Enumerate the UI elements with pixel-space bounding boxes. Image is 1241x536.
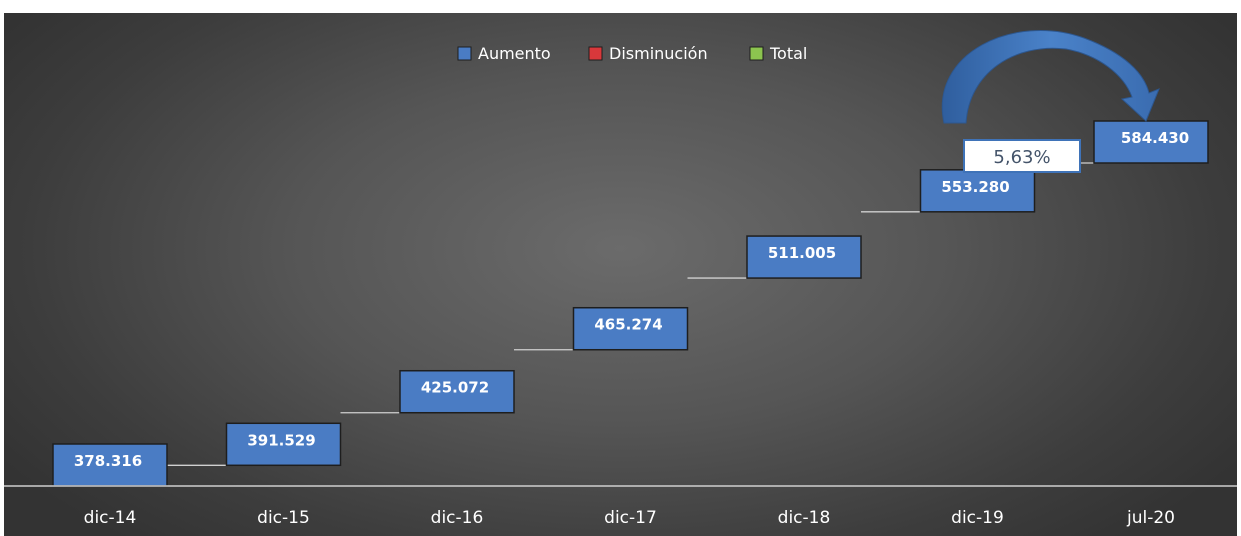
legend-label: Disminución bbox=[609, 44, 708, 63]
bar-dic-18 bbox=[746, 235, 862, 279]
curved-arrow-icon bbox=[941, 30, 1160, 124]
x-tick-label: jul-20 bbox=[1126, 508, 1175, 528]
bar-dic-17 bbox=[572, 306, 689, 351]
x-tick-label: dic-16 bbox=[431, 508, 484, 528]
legend-swatch bbox=[749, 46, 764, 61]
legend-swatch bbox=[457, 46, 472, 61]
callout-percentage: 5,63% bbox=[993, 147, 1050, 168]
callout-box bbox=[963, 139, 1081, 173]
bar-value-label: 391.529 bbox=[247, 431, 315, 449]
bar-value-label: 511.005 bbox=[768, 244, 836, 262]
x-axis-tick-labels: dic-14 dic-15 dic-16 dic-17 dic-18 dic-19 jul-… bbox=[84, 508, 1175, 528]
x-tick-label: dic-14 bbox=[84, 508, 137, 528]
bar-dic-16 bbox=[399, 369, 515, 414]
legend-label: Total bbox=[769, 44, 807, 63]
waterfall-chart: Aumento Disminución Total 378.316 391.529 42… bbox=[4, 13, 1237, 536]
bar-dic-15 bbox=[225, 422, 342, 467]
bar-value-label: 425.072 bbox=[421, 379, 489, 397]
bar-jul-20 bbox=[1093, 120, 1209, 164]
legend-label: Aumento bbox=[478, 44, 551, 63]
x-tick-label: dic-17 bbox=[604, 508, 657, 528]
chart-canvas: Aumento Disminución Total 378.316 391.529 42… bbox=[4, 30, 1237, 528]
bars: 378.316 391.529 425.072 465.274 511.005 553.2… bbox=[52, 120, 1209, 487]
bar-value-label: 465.274 bbox=[594, 316, 662, 334]
legend-swatch bbox=[588, 46, 603, 61]
bar-dic-19 bbox=[919, 169, 1036, 213]
x-tick-label: dic-18 bbox=[778, 508, 831, 528]
bar-value-label: 584.430 bbox=[1121, 129, 1189, 147]
x-tick-label: dic-15 bbox=[257, 508, 310, 528]
growth-annotation: 5,63% bbox=[941, 30, 1160, 173]
bar-value-label: 553.280 bbox=[941, 178, 1009, 196]
legend: Aumento Disminución Total bbox=[457, 44, 807, 63]
x-tick-label: dic-19 bbox=[951, 508, 1004, 528]
bar-value-label: 378.316 bbox=[74, 452, 142, 470]
